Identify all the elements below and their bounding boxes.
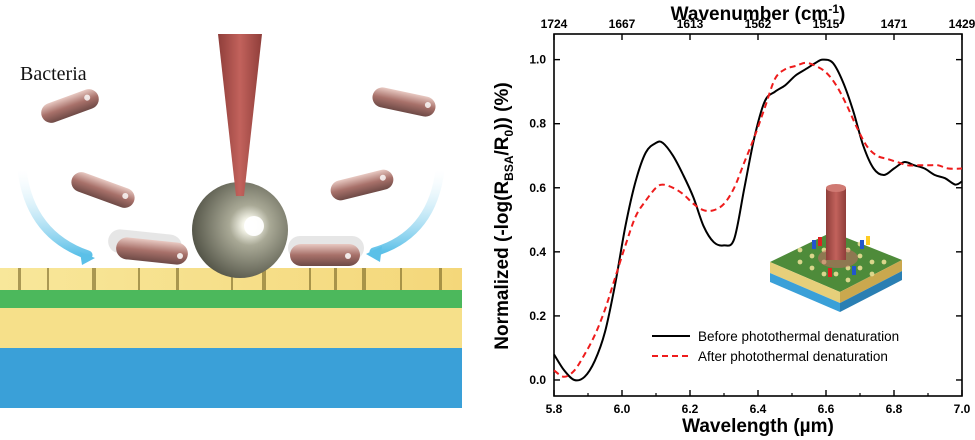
series-line-1 <box>553 61 963 378</box>
x2-tick-label: 1429 <box>949 17 975 31</box>
substrate-layer <box>0 348 462 408</box>
y-axis: 0.0 0.2 0.4 0.6 0.8 1.0 <box>529 53 962 387</box>
bacterium <box>330 169 394 201</box>
gold-texture <box>18 268 442 290</box>
x2-tick-label: 1724 <box>541 17 568 31</box>
legend-label: After photothermal denaturation <box>698 349 888 364</box>
sphere-highlight <box>244 216 264 236</box>
arrow-left <box>17 165 93 260</box>
arrow-right-head <box>366 246 382 262</box>
legend-label: Before photothermal denaturation <box>698 329 899 344</box>
x-axis-title: Wavelength (µm) <box>682 416 834 437</box>
y-tick-label: 0.4 <box>529 245 546 259</box>
probe-sphere <box>192 182 288 278</box>
spacer-layer <box>0 308 462 348</box>
series-line-0 <box>553 58 963 382</box>
bacterium <box>71 172 135 208</box>
bound-bacterium <box>108 229 188 265</box>
y-tick-label: 0.8 <box>529 117 546 131</box>
bacterium <box>372 87 436 117</box>
bacterium <box>41 89 99 123</box>
x-tick-label: 6.6 <box>818 402 835 416</box>
spectrum-chart: 5.8 6.0 6.2 6.4 6.6 6.8 7.0 1724 1667 1613 1562 15… <box>492 2 975 437</box>
arrow-right <box>369 165 445 257</box>
x-tick-label: 6.8 <box>886 402 903 416</box>
y-axis-title: Normalized (-log(RBSA/R0)) (%) <box>492 82 516 349</box>
x2-tick-label: 1667 <box>609 17 636 31</box>
green-layer <box>0 290 462 308</box>
x2-tick-label: 1613 <box>677 17 704 31</box>
x-tick-label: 5.8 <box>546 402 563 416</box>
inset-device-illustration <box>770 184 902 312</box>
series-layer <box>553 58 963 382</box>
y-tick-label: 1.0 <box>529 53 546 67</box>
bacteria-label: Bacteria <box>20 63 87 85</box>
x-tick-label: 6.4 <box>750 402 767 416</box>
legend: Before photothermal denaturation After p… <box>652 329 899 364</box>
x2-tick-label: 1515 <box>813 17 840 31</box>
x2-axis: 1724 1667 1613 1562 1515 1471 1429 <box>541 17 975 40</box>
laser-tip <box>218 34 262 196</box>
x-tick-label: 7.0 <box>954 402 971 416</box>
arrow-left-head <box>80 252 95 265</box>
x-axis: 5.8 6.0 6.2 6.4 6.6 6.8 7.0 <box>546 390 971 416</box>
x2-axis-title: Wavenumber (cm-1) <box>671 2 846 25</box>
y-tick-label: 0.6 <box>529 181 546 195</box>
x2-tick-label: 1471 <box>881 17 908 31</box>
x-tick-label: 6.0 <box>614 402 631 416</box>
y-tick-label: 0.0 <box>529 373 546 387</box>
x2-tick-label: 1562 <box>745 17 772 31</box>
schematic-panel: Bacteria <box>0 34 462 408</box>
bound-bacterium <box>288 236 364 266</box>
x-tick-label: 6.2 <box>682 402 699 416</box>
y-tick-label: 0.2 <box>529 309 546 323</box>
